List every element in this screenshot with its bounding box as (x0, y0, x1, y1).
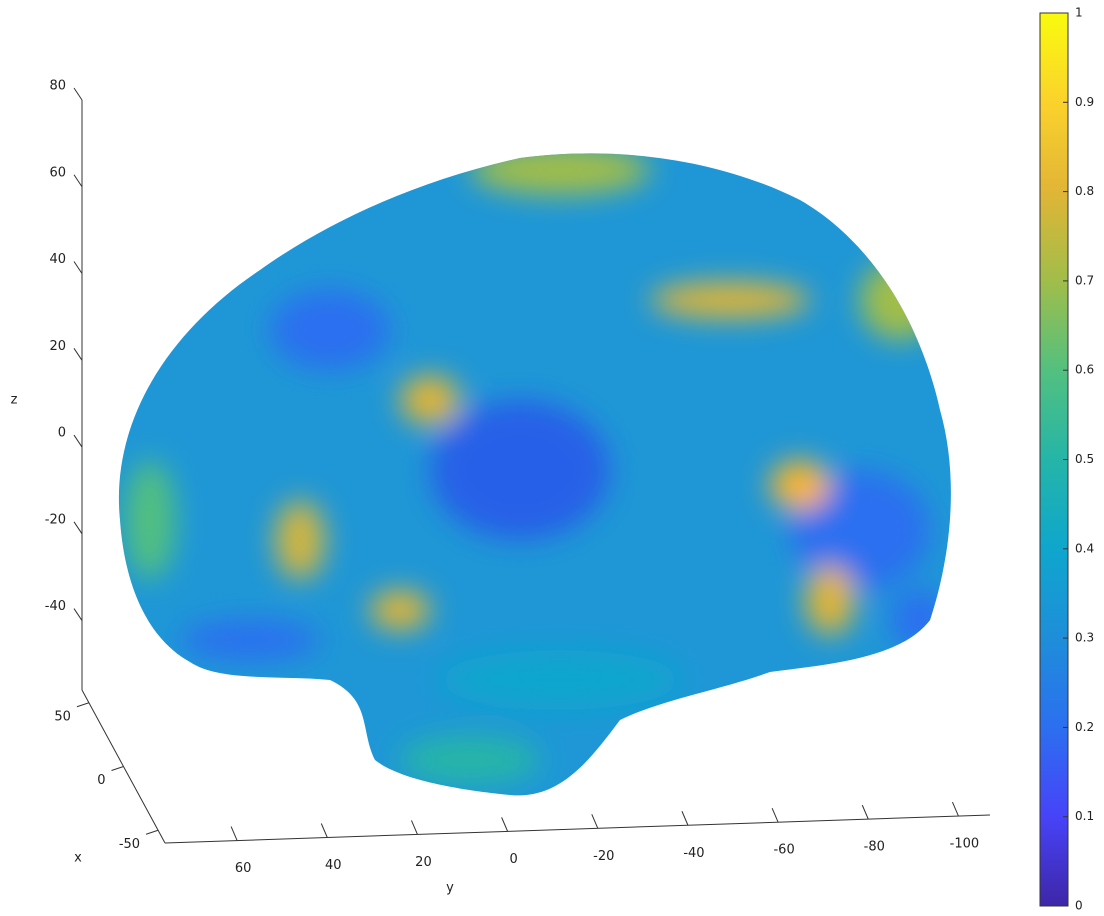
z-tick (74, 348, 82, 360)
z-tick-label: 60 (49, 165, 66, 180)
brain-surface (100, 140, 980, 820)
x-tick (146, 830, 158, 834)
y-tick (321, 823, 327, 837)
colorbar-tick-label: 0.4 (1075, 541, 1094, 555)
y-axis-label: y (446, 881, 454, 896)
z-tick (74, 175, 82, 187)
x-tick (77, 703, 89, 707)
colorbar-tick-label: 0.7 (1075, 273, 1094, 287)
z-tick (74, 609, 82, 621)
z-tick (74, 262, 82, 274)
y-tick (682, 811, 688, 825)
y-tick-label: 20 (415, 855, 432, 870)
z-tick (74, 522, 82, 534)
colorbar-tick-label: 1 (1075, 6, 1083, 20)
y-tick (592, 814, 598, 828)
chart: x y z 80 60 40 20 0 -20 -40 50 0 -50 60 40 20 0 -20 -40… (0, 0, 1104, 916)
z-tick-label: -40 (45, 599, 66, 614)
y-tick (411, 820, 417, 834)
y-tick-label: -100 (950, 837, 980, 852)
y-tick-label: 60 (235, 861, 252, 876)
y-tick-label: -80 (864, 840, 885, 855)
z-tick-label: -20 (45, 512, 66, 527)
x-tick-label: 50 (54, 709, 71, 724)
y-tick (862, 805, 868, 819)
x-tick (112, 767, 124, 771)
y-tick (952, 802, 958, 816)
colorbar-tick-label: 0.2 (1075, 720, 1094, 734)
y-tick (772, 808, 778, 822)
colorbar-tick-label: 0.6 (1075, 363, 1094, 377)
x-axis-label: x (74, 851, 82, 866)
colorbar-tick-label: 0 (1075, 899, 1083, 913)
colorbar-tick-label: 0.1 (1075, 809, 1094, 823)
y-tick-label: -60 (773, 843, 794, 858)
y-tick-label: 40 (325, 858, 342, 873)
z-axis-label: z (11, 393, 18, 408)
y-tick-label: 0 (509, 852, 517, 867)
z-tick-label: 0 (58, 426, 66, 441)
y-tick (502, 817, 508, 831)
y-tick-label: -20 (593, 849, 614, 864)
y-tick (231, 827, 237, 841)
z-tick-label: 40 (49, 252, 66, 267)
x-tick-label: 0 (97, 773, 105, 788)
colorbar-tick-label: 0.3 (1075, 631, 1094, 645)
z-tick-label: 80 (49, 79, 66, 94)
z-tick (74, 435, 82, 447)
page: x y z 80 60 40 20 0 -20 -40 50 0 -50 60 40 20 0 -20 -40… (0, 0, 1104, 916)
y-tick-label: -40 (683, 846, 704, 861)
colorbar-tick-label: 0.9 (1075, 95, 1094, 109)
colorbar-tick-label: 0.5 (1075, 452, 1094, 466)
colorbar-tick-label: 0.8 (1075, 184, 1094, 198)
z-tick-label: 20 (49, 339, 66, 354)
x-tick-label: -50 (119, 837, 140, 852)
z-tick (74, 88, 82, 100)
